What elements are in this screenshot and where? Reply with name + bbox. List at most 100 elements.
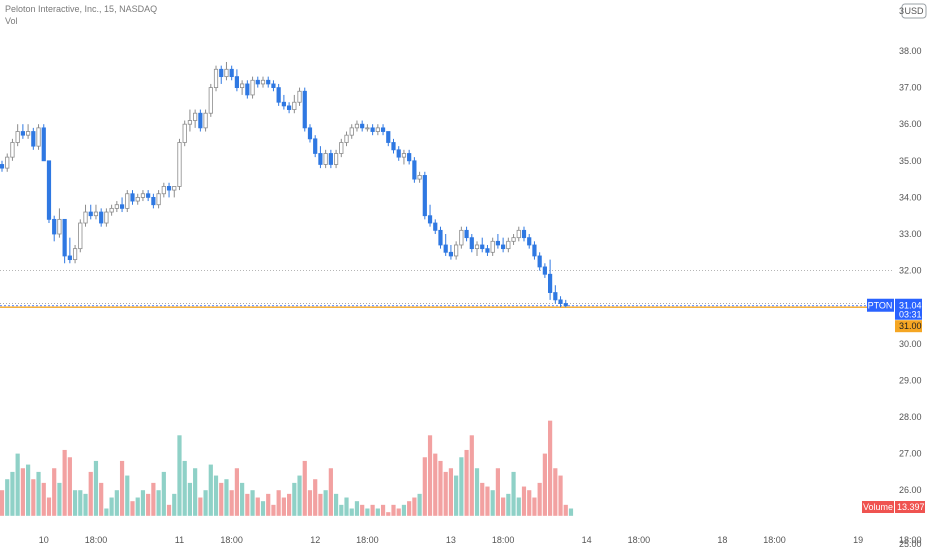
volume-bar — [427, 435, 433, 516]
volume-bar — [198, 497, 203, 516]
candle — [433, 219, 438, 234]
volume-bar — [78, 490, 83, 516]
candle-body — [532, 244, 537, 257]
candle — [135, 193, 140, 205]
candle-body — [490, 240, 495, 253]
y-tick-label: 27.00 — [899, 449, 922, 459]
candle-body — [83, 211, 88, 224]
candle — [328, 149, 333, 169]
candle-body — [360, 123, 365, 129]
candle — [52, 215, 57, 242]
candle — [349, 124, 354, 139]
candle — [161, 182, 166, 198]
volume-tag-bg — [862, 501, 894, 513]
candle — [88, 204, 93, 220]
candle-body — [219, 68, 224, 78]
x-tick-label: 18:00 — [628, 535, 651, 545]
candle — [474, 241, 480, 256]
candle — [292, 94, 297, 114]
volume-indicator-label: Vol — [5, 16, 18, 26]
candle-body — [156, 193, 161, 206]
candle-body — [67, 255, 72, 261]
candle-body — [380, 127, 386, 132]
volume-bar — [182, 460, 187, 516]
candle — [93, 204, 99, 220]
volume-bar — [245, 493, 250, 516]
volume-bar — [229, 490, 234, 516]
volume-bar — [114, 490, 119, 516]
candle — [46, 160, 52, 224]
candles-layer — [0, 61, 568, 308]
candle-body — [292, 101, 297, 110]
candle-body — [0, 164, 5, 169]
candle-body — [318, 153, 323, 165]
volume-bar — [490, 490, 495, 516]
volume-bar — [166, 504, 172, 516]
candle-body — [88, 211, 93, 217]
candle-body — [537, 255, 542, 268]
candle-body — [187, 120, 193, 125]
candle-body — [349, 127, 354, 136]
candle — [396, 146, 401, 161]
x-tick-label: 18:00 — [85, 535, 108, 545]
candle — [20, 124, 25, 139]
candle — [151, 193, 156, 209]
candle — [109, 204, 114, 216]
volume-bar — [140, 490, 146, 516]
volume-bar — [177, 435, 182, 516]
chart-title: Peloton Interactive, Inc., 15, NASDAQ — [5, 4, 157, 14]
candle-body — [114, 204, 119, 209]
x-tick-label: 10 — [39, 535, 49, 545]
volume-bar — [558, 475, 563, 516]
candle-body — [198, 112, 203, 129]
currency-label: USD — [904, 6, 924, 16]
candle-body — [281, 101, 286, 107]
candle-body — [521, 229, 527, 239]
volume-bar — [380, 504, 386, 516]
candle-body — [41, 127, 46, 162]
volume-bar — [292, 482, 297, 516]
volume-bar — [255, 497, 260, 516]
candle — [41, 124, 46, 162]
volume-bar — [151, 482, 156, 516]
volume-bar — [52, 468, 57, 516]
candle-body — [125, 193, 130, 209]
candle — [72, 244, 78, 264]
volume-bar — [83, 493, 88, 516]
candle — [537, 252, 542, 271]
volume-bar — [511, 471, 516, 516]
candle — [130, 190, 135, 205]
candle-body — [553, 292, 558, 301]
candle — [193, 109, 198, 128]
candle-body — [527, 237, 532, 246]
y-tick-label: 37.00 — [899, 83, 922, 93]
candle-body — [93, 211, 99, 217]
volume-bar — [281, 497, 286, 516]
candle-body — [140, 193, 146, 198]
volume-bar — [396, 508, 401, 516]
candle-body — [339, 142, 344, 154]
candle-body — [443, 244, 448, 253]
candle — [422, 171, 427, 220]
candle — [412, 157, 417, 183]
volume-bar — [386, 512, 391, 516]
volume-bar — [438, 460, 443, 516]
volume-bar — [480, 482, 485, 516]
candle — [36, 124, 41, 150]
candle — [104, 208, 109, 227]
candle-body — [260, 79, 266, 85]
candle-body — [375, 127, 380, 132]
candle — [187, 109, 193, 132]
candle — [495, 234, 501, 249]
candle — [401, 149, 407, 165]
candle — [182, 120, 187, 147]
candle-body — [558, 299, 563, 304]
candle-body — [36, 127, 41, 147]
candle — [119, 197, 125, 213]
candle — [57, 208, 62, 238]
candle — [333, 149, 339, 169]
volume-bar — [62, 449, 67, 516]
currency-badge[interactable]: USD — [901, 3, 927, 19]
volume-bar — [553, 468, 558, 516]
